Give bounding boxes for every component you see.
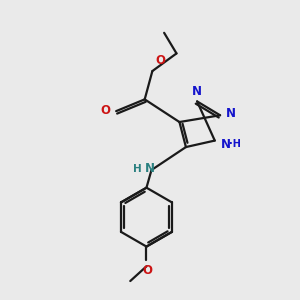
Text: H: H [133,164,142,173]
Text: O: O [142,264,152,277]
Text: N: N [191,85,202,98]
Text: N: N [221,138,231,151]
Text: ·H: ·H [229,139,241,149]
Text: O: O [155,54,165,67]
Text: O: O [100,104,110,117]
Text: N: N [226,107,236,120]
Text: N: N [145,162,155,175]
